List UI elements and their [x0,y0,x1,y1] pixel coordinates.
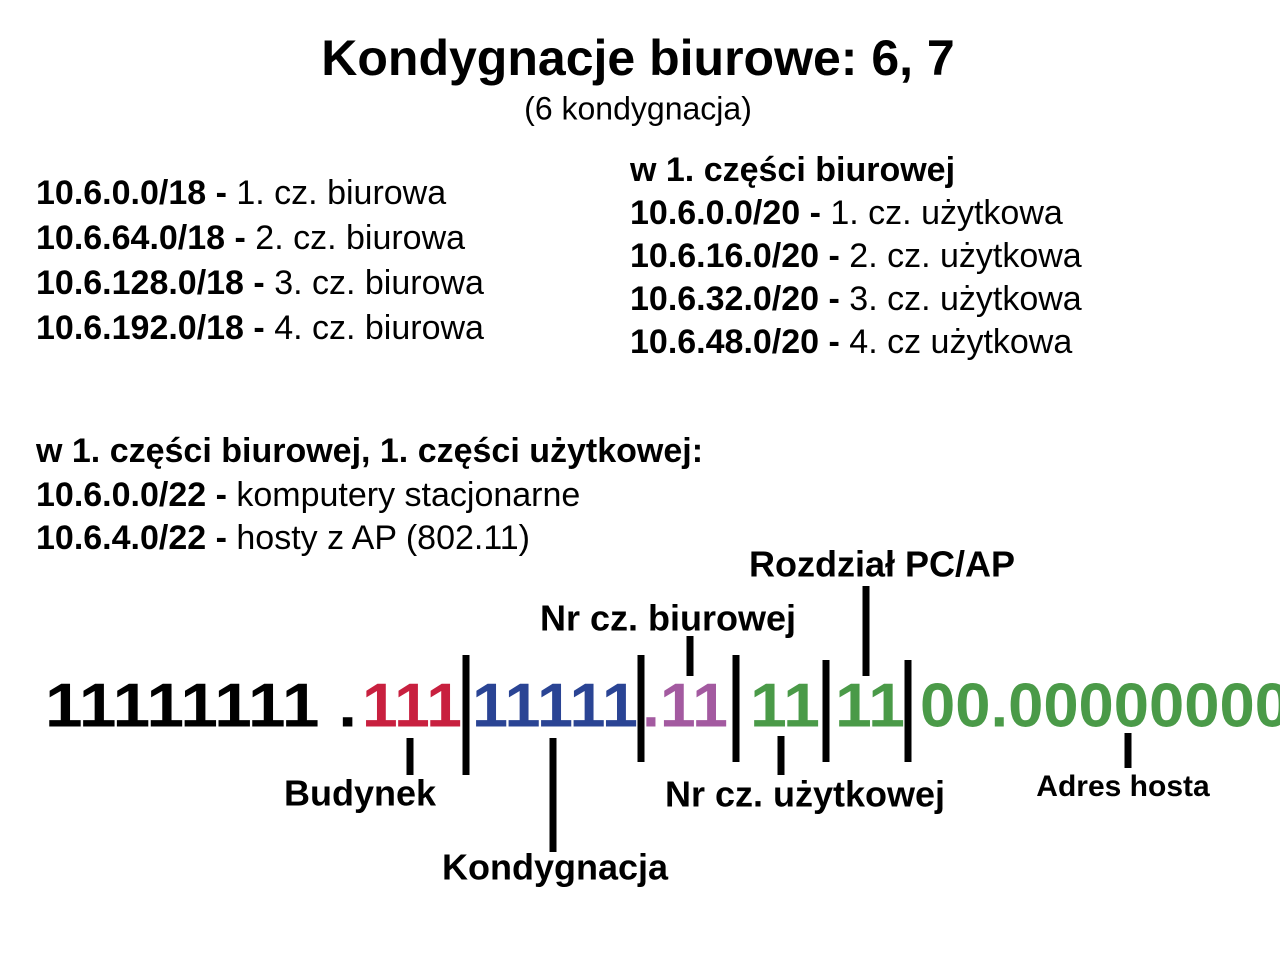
binary-segment: 111 [362,671,462,740]
description: 1. cz. użytkowa [830,194,1063,232]
labels: Rozdział PC/AP Nr cz. biurowej Budynek N… [284,544,1210,888]
address: 10.6.0.0/22 - [36,476,227,514]
list-row: 10.6.192.0/18 - 4. cz. biurowa [36,309,484,347]
list-row: 10.6.32.0/20 - 3. cz. użytkowa [630,280,1082,318]
right-list: w 1. części biurowej 10.6.0.0/20 - 1. cz… [629,151,1082,361]
description: 3. cz. użytkowa [849,280,1082,318]
label: Nr cz. użytkowej [665,774,945,815]
description: hosty z AP (802.11) [236,519,530,557]
list-heading: w 1. części biurowej, 1. części użytkowe… [35,432,703,470]
list-row: 10.6.64.0/18 - 2. cz. biurowa [36,219,465,257]
address: 10.6.128.0/18 - [36,264,265,302]
label: Kondygnacja [442,847,669,888]
subtitle: (6 kondygnacja) [524,90,752,126]
left-list: 10.6.0.0/18 - 1. cz. biurowa 10.6.64.0/1… [36,174,484,347]
list-row: 10.6.128.0/18 - 3. cz. biurowa [36,264,484,302]
description: 4. cz użytkowa [849,323,1072,361]
binary-segment: 00.00000000 [920,671,1280,740]
description: 1. cz. biurowa [236,174,446,212]
label: Rozdział PC/AP [749,544,1015,585]
label: Budynek [284,773,437,814]
address: 10.6.192.0/18 - [36,309,265,347]
address: 10.6.16.0/20 - [630,237,840,275]
title: Kondygnacje biurowe: 6, 7 [321,30,954,86]
dividers [406,586,1132,852]
binary-segment: .11 [642,671,728,740]
address: 10.6.64.0/18 - [36,219,246,257]
address: 10.6.0.0/18 - [36,174,227,212]
description: 3. cz. biurowa [274,264,484,302]
list-heading: w 1. części biurowej [629,151,955,189]
detail-list: w 1. części biurowej, 1. części użytkowe… [35,432,703,557]
binary-mask: 11111111 . 111 11111 .11 11 11 00.000000… [45,671,1280,740]
list-row: 10.6.16.0/20 - 2. cz. użytkowa [630,237,1082,275]
address: 10.6.0.0/20 - [630,194,821,232]
binary-segment: 11111111 . [45,671,357,740]
binary-segment: 11 [750,671,820,740]
list-row: 10.6.48.0/20 - 4. cz użytkowa [630,323,1072,361]
description: 2. cz. biurowa [255,219,465,257]
list-row: 10.6.0.0/20 - 1. cz. użytkowa [630,194,1063,232]
address: 10.6.48.0/20 - [630,323,840,361]
description: komputery stacjonarne [236,476,580,514]
binary-segment: 11 [835,671,905,740]
address: 10.6.4.0/22 - [36,519,227,557]
list-row: 10.6.0.0/18 - 1. cz. biurowa [36,174,446,212]
list-row: 10.6.0.0/22 - komputery stacjonarne [36,476,580,514]
label: Adres hosta [1036,770,1210,803]
binary-segment: 11111 [472,671,638,740]
address: 10.6.32.0/20 - [630,280,840,318]
list-row: 10.6.4.0/22 - hosty z AP (802.11) [36,519,530,557]
label: Nr cz. biurowej [540,598,796,639]
description: 2. cz. użytkowa [849,237,1082,275]
description: 4. cz. biurowa [274,309,484,347]
